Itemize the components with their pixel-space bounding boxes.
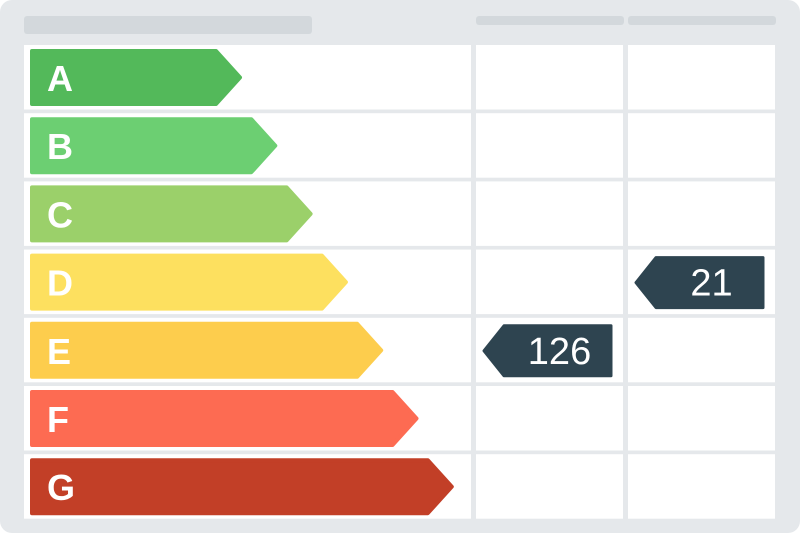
rating-arrow bbox=[30, 390, 419, 447]
cell bbox=[628, 317, 775, 383]
cell bbox=[476, 113, 623, 178]
rating-arrow bbox=[30, 117, 278, 175]
rating-letter: C bbox=[47, 194, 73, 235]
rating-arrow bbox=[30, 49, 242, 106]
header-bar bbox=[24, 16, 312, 34]
header-bar bbox=[628, 16, 776, 25]
cell bbox=[476, 454, 623, 519]
cell bbox=[476, 386, 623, 451]
cell bbox=[628, 386, 775, 451]
rating-letter: G bbox=[47, 467, 75, 508]
watermark: habitadia bbox=[348, 253, 451, 278]
rating-letter: D bbox=[47, 263, 73, 304]
rating-arrow bbox=[30, 185, 313, 243]
cell bbox=[628, 113, 775, 178]
rating-letter: B bbox=[47, 126, 73, 167]
rating-letter: F bbox=[47, 399, 69, 440]
rating-letter: A bbox=[47, 58, 73, 99]
consumption-badge bbox=[482, 324, 613, 378]
cell bbox=[628, 45, 775, 110]
cell bbox=[476, 181, 623, 246]
rating-arrow bbox=[30, 458, 454, 516]
cell bbox=[476, 45, 623, 110]
rating-arrow bbox=[30, 321, 384, 379]
rating-arrow bbox=[30, 253, 348, 311]
emissions-badge bbox=[634, 256, 765, 310]
header-bar bbox=[476, 16, 624, 25]
consumption-value: 126 bbox=[528, 331, 591, 373]
cell bbox=[476, 249, 623, 315]
cell bbox=[628, 181, 775, 246]
cell bbox=[628, 454, 775, 519]
rating-letter: E bbox=[47, 331, 71, 372]
emissions-value: 21 bbox=[690, 263, 732, 305]
